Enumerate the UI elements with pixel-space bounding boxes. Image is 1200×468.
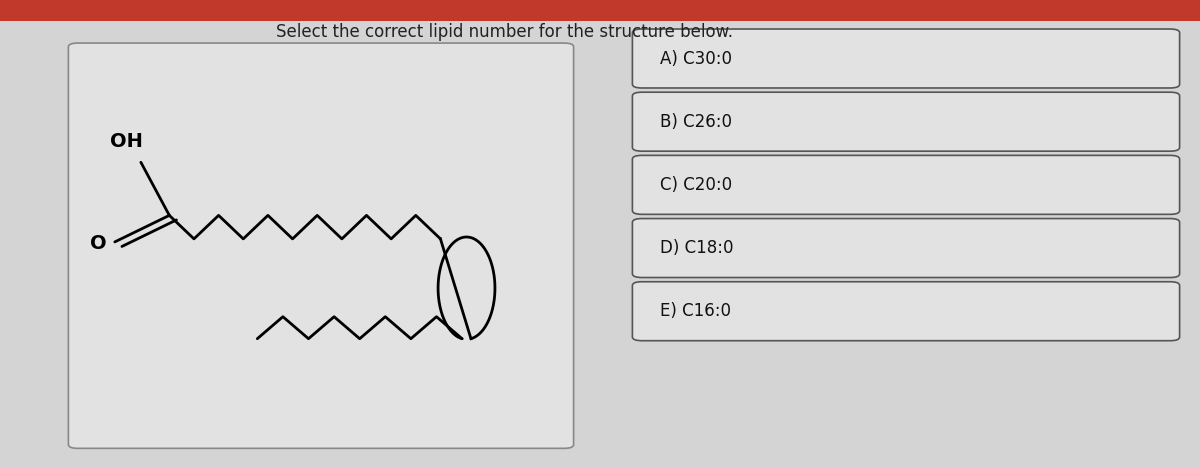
Text: D) C18:0: D) C18:0 [660,239,733,257]
Text: Select the correct lipid number for the structure below.: Select the correct lipid number for the … [276,23,732,41]
FancyBboxPatch shape [68,43,574,448]
FancyBboxPatch shape [632,219,1180,278]
Text: A) C30:0: A) C30:0 [660,50,732,67]
Text: C) C20:0: C) C20:0 [660,176,732,194]
Text: B) C26:0: B) C26:0 [660,113,732,131]
FancyBboxPatch shape [0,0,1200,21]
Text: E) C16:0: E) C16:0 [660,302,731,320]
FancyBboxPatch shape [632,282,1180,341]
Text: O: O [90,234,107,253]
Text: OH: OH [110,132,143,151]
FancyBboxPatch shape [632,92,1180,151]
FancyBboxPatch shape [632,155,1180,214]
FancyBboxPatch shape [632,29,1180,88]
